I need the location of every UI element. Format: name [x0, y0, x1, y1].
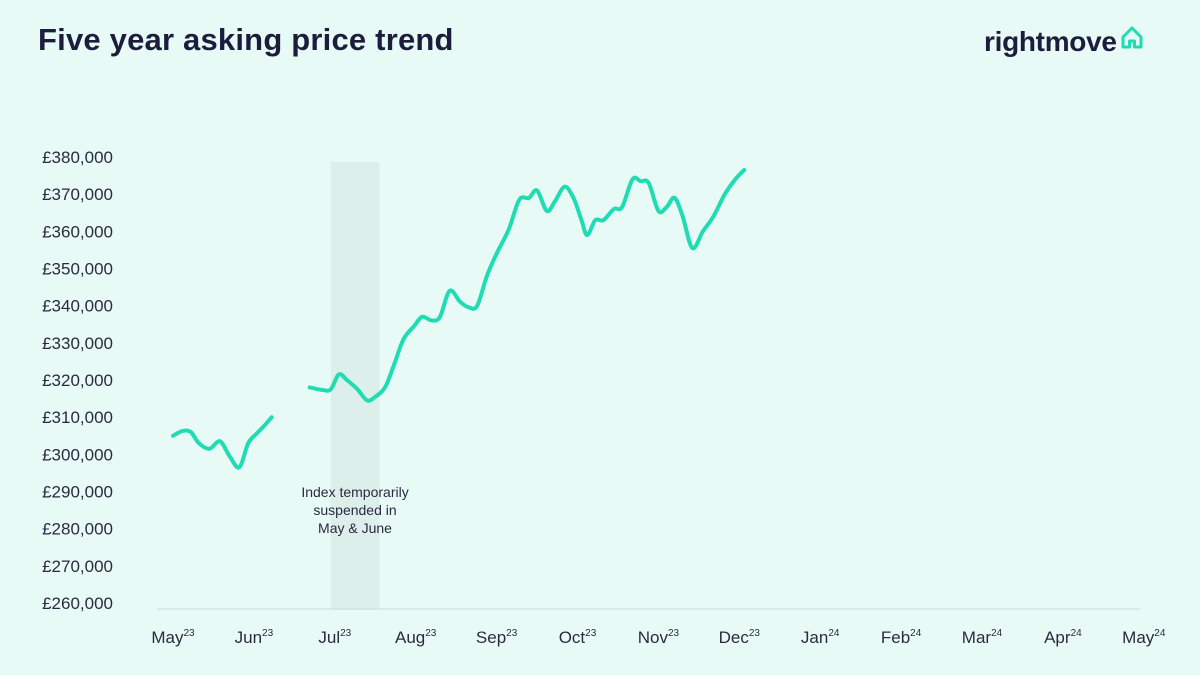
x-tick-label: Mar24 — [962, 628, 1003, 647]
chart-title: Five year asking price trend — [38, 22, 454, 57]
rightmove-logo: rightmove — [984, 26, 1145, 58]
x-tick-label: Aug23 — [395, 628, 437, 647]
annotation-line: Index temporarily — [301, 484, 408, 500]
y-tick-label: £340,000 — [42, 297, 113, 316]
house-icon — [1121, 26, 1143, 49]
logo-wordmark: rightmove — [984, 26, 1117, 57]
x-tick-label: May24 — [1122, 628, 1166, 647]
x-tick-label: Feb24 — [881, 628, 922, 647]
y-tick-label: £330,000 — [42, 334, 113, 353]
series-line-segment-2 — [307, 168, 747, 403]
price-series — [171, 168, 747, 470]
y-tick-label: £350,000 — [42, 260, 113, 279]
y-tick-label: £270,000 — [42, 557, 113, 576]
y-tick-label: £370,000 — [42, 185, 113, 204]
y-tick-label: £280,000 — [42, 520, 113, 539]
x-tick-label: Jun23 — [235, 628, 274, 647]
y-tick-label: £310,000 — [42, 408, 113, 427]
x-tick-label: Nov23 — [638, 628, 680, 647]
annotation-line: suspended in — [313, 502, 396, 518]
x-tick-label: May23 — [151, 628, 195, 647]
x-axis-ticks: May23 Jun23 Jul23 Aug23 Sep23 Oct23 Nov23 Dec23… — [151, 628, 1165, 647]
x-tick-label: Apr24 — [1044, 628, 1082, 647]
y-tick-label: £290,000 — [42, 483, 113, 502]
y-tick-label: £300,000 — [42, 445, 113, 464]
y-tick-label: £360,000 — [42, 222, 113, 241]
annotation-line: May & June — [318, 520, 392, 536]
y-tick-label: £380,000 — [42, 148, 113, 167]
x-tick-label: Oct23 — [559, 628, 597, 647]
x-tick-label: Jul23 — [318, 628, 351, 647]
x-tick-label: Dec23 — [719, 628, 761, 647]
series-line-segment-1 — [171, 415, 274, 470]
x-tick-label: Sep23 — [476, 628, 518, 647]
y-tick-label: £320,000 — [42, 371, 113, 390]
y-axis-ticks: £380,000 £370,000 £360,000 £350,000 £340,000… — [42, 148, 113, 613]
suspension-annotation: Index temporarily suspended in May & June — [301, 484, 408, 536]
x-tick-label: Jan24 — [801, 628, 840, 647]
y-tick-label: £260,000 — [42, 594, 113, 613]
